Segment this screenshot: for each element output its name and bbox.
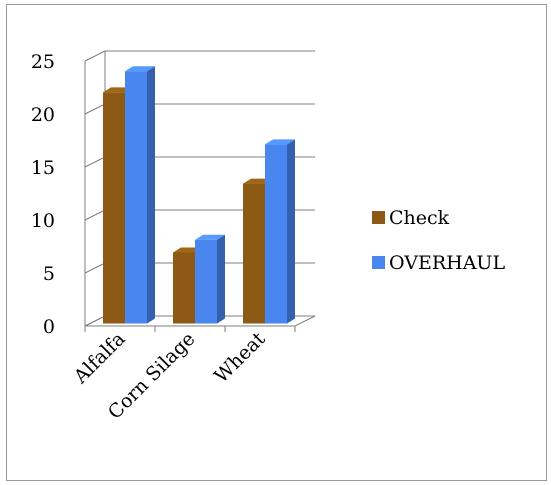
y-tick-label: 20 [31, 104, 55, 126]
legend-item-check: Check [372, 207, 450, 229]
gridline-depth [84, 209, 106, 221]
legend-item-overhaul: OVERHAUL [372, 252, 505, 274]
gridline-depth [84, 50, 106, 62]
x-tick-label: Alfalfa [69, 328, 130, 389]
y-tick-labels: 0 5 10 15 20 25 [31, 51, 55, 338]
chart-area: Alfalfa Corn Silage Wheat 0 5 10 15 20 25 Check… [6, 4, 547, 481]
gridline-depth [84, 103, 106, 115]
y-tick-label: 5 [43, 263, 55, 285]
bars [103, 66, 295, 324]
legend: Check OVERHAUL [372, 207, 505, 274]
y-tick-label: 15 [31, 157, 55, 179]
legend-label: Check [389, 207, 450, 229]
bar-overhaul-wheat [265, 139, 295, 324]
x-tick-label: Wheat [210, 328, 270, 388]
bar-overhaul-corn-silage [195, 234, 225, 324]
legend-swatch [372, 211, 385, 224]
bar-overhaul-alfalfa [125, 66, 155, 324]
y-tick-label: 10 [31, 210, 55, 232]
gridline-depth [84, 262, 106, 274]
legend-swatch [372, 256, 385, 269]
legend-label: OVERHAUL [389, 252, 505, 274]
gridline-depth [84, 156, 106, 168]
y-tick-label: 25 [31, 51, 55, 73]
y-tick-label: 0 [43, 316, 55, 338]
